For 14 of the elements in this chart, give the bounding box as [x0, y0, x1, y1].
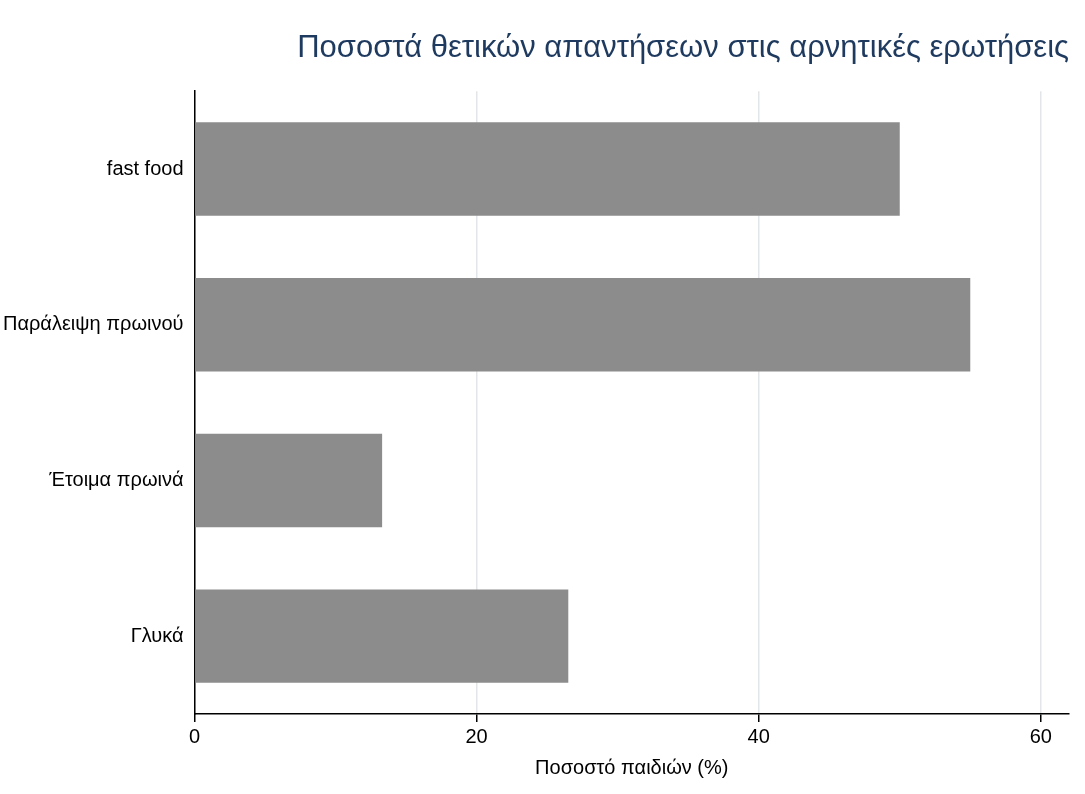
y-tick-label: Έτοιμα πρωινά — [48, 467, 184, 490]
x-tick-label: 0 — [188, 724, 201, 747]
bar — [195, 589, 569, 683]
bar — [195, 122, 900, 216]
x-tick-label: 40 — [747, 724, 770, 747]
y-tick-label: Γλυκά — [130, 623, 184, 646]
x-tick-label: 20 — [465, 724, 488, 747]
chart-title: Ποσοστά θετικών απαντήσεων στις αρνητικές ερωτήσεις — [297, 29, 1069, 65]
bar — [195, 278, 971, 372]
x-axis-title: Ποσοστό παιδιών (%) — [535, 755, 729, 778]
y-tick-label: Παράλειψη πρωινού — [2, 312, 184, 335]
x-tick-label: 60 — [1029, 724, 1052, 747]
y-tick-label: fast food — [106, 156, 184, 179]
bar — [195, 433, 383, 528]
